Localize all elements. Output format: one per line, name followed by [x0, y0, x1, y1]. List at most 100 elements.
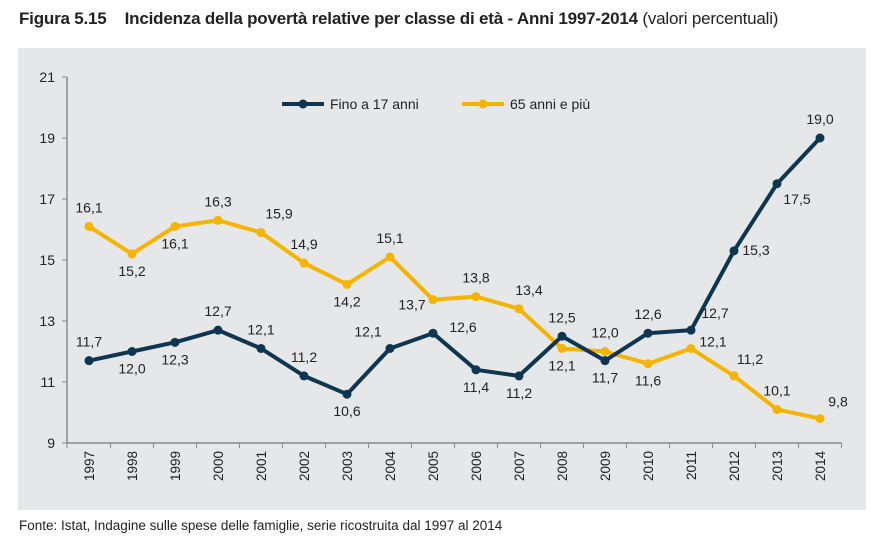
x-tick-label: 2010	[641, 451, 656, 481]
chart-panel	[18, 48, 866, 510]
x-tick-label: 1997	[82, 451, 97, 481]
legend-marker	[478, 99, 488, 109]
data-label: 11,7	[592, 370, 618, 386]
data-label: 11,6	[635, 373, 661, 389]
y-tick-label: 15	[39, 252, 55, 268]
data-label: 14,2	[333, 293, 360, 309]
data-point	[84, 221, 94, 231]
data-label: 11,7	[76, 334, 102, 350]
data-point	[127, 347, 137, 356]
y-tick-label: 13	[39, 313, 55, 329]
data-point	[815, 133, 825, 143]
data-point	[772, 179, 782, 189]
data-point	[643, 359, 653, 369]
data-label: 17,5	[783, 191, 810, 207]
data-label: 13,4	[515, 282, 542, 298]
data-label: 16,3	[204, 193, 231, 209]
data-label: 19,0	[806, 111, 833, 127]
chart-title: Figura 5.15 Incidenza della povertà rela…	[19, 9, 778, 29]
data-point	[428, 295, 438, 305]
legend-label: 65 anni e più	[510, 96, 590, 112]
data-label: 16,1	[75, 199, 102, 215]
data-label: 13,8	[462, 270, 489, 286]
data-label: 12,1	[699, 333, 726, 349]
data-label: 14,9	[290, 236, 317, 252]
data-label: 11,2	[506, 385, 532, 401]
data-label: 12,6	[634, 306, 661, 322]
y-tick-label: 9	[47, 435, 55, 451]
data-point	[170, 337, 180, 347]
data-label: 12,0	[591, 325, 618, 341]
data-label: 13,7	[398, 297, 425, 313]
legend-label: Fino a 17 anni	[330, 96, 419, 112]
data-point	[729, 371, 739, 381]
data-label: 10,6	[333, 403, 360, 419]
data-point	[342, 389, 352, 399]
data-label: 12,1	[548, 357, 575, 373]
x-tick-label: 2013	[770, 451, 785, 481]
x-tick-label: 2007	[512, 451, 527, 481]
data-point	[815, 414, 825, 424]
data-point	[471, 365, 481, 375]
data-label: 12,3	[161, 351, 188, 367]
data-point	[213, 325, 223, 335]
data-point	[600, 356, 610, 366]
data-point	[686, 343, 696, 353]
x-tick-label: 2003	[340, 451, 355, 481]
x-tick-label: 2001	[254, 451, 269, 481]
data-point	[428, 328, 438, 338]
data-point	[256, 343, 266, 353]
data-point	[385, 343, 395, 353]
figure-label: Figura 5.15	[19, 9, 107, 28]
x-tick-label: 1999	[168, 451, 183, 481]
data-point	[127, 249, 137, 259]
data-label: 16,1	[161, 235, 188, 251]
subtitle: (valori percentuali)	[642, 9, 779, 28]
data-label: 12,7	[204, 303, 231, 319]
data-label: 11,2	[291, 349, 317, 365]
data-point	[643, 328, 653, 338]
data-point	[514, 371, 524, 381]
data-point	[213, 215, 223, 225]
y-tick-label: 21	[39, 69, 55, 85]
data-point	[342, 279, 352, 289]
data-point	[772, 404, 782, 414]
x-tick-label: 2006	[469, 451, 484, 481]
data-label: 15,3	[742, 242, 769, 258]
x-tick-label: 2002	[297, 451, 312, 481]
data-label: 12,1	[354, 323, 381, 339]
x-tick-label: 2009	[598, 451, 613, 481]
series-line	[88, 136, 822, 397]
x-tick-label: 2011	[684, 451, 699, 480]
data-label: 15,1	[376, 230, 403, 246]
data-point	[600, 347, 610, 356]
y-tick-label: 11	[40, 374, 55, 390]
x-tick-label: 1998	[125, 451, 140, 481]
x-tick-label: 2012	[727, 451, 742, 481]
y-tick-label: 17	[39, 191, 55, 207]
data-point	[471, 292, 481, 302]
x-tick-label: 2005	[426, 451, 441, 481]
x-tick-label: 2008	[555, 451, 570, 481]
series-line	[87, 218, 821, 421]
data-point	[256, 228, 266, 238]
x-tick-label: 2014	[813, 451, 828, 482]
data-point	[514, 304, 524, 314]
data-point	[385, 252, 395, 262]
data-label: 10,1	[763, 382, 790, 398]
x-tick-label: 2004	[383, 451, 398, 482]
data-point	[729, 246, 739, 256]
data-label: 12,1	[247, 321, 274, 337]
data-label: 11,4	[463, 379, 489, 395]
x-tick-label: 2000	[211, 451, 226, 481]
data-point	[84, 356, 94, 366]
data-point	[299, 258, 309, 268]
data-point	[557, 343, 567, 353]
data-label: 12,6	[449, 319, 476, 335]
data-point	[557, 331, 567, 341]
data-label: 12,0	[118, 361, 145, 377]
data-label: 15,9	[265, 206, 292, 222]
data-label: 15,2	[118, 263, 145, 279]
data-label: 9,8	[828, 394, 848, 410]
